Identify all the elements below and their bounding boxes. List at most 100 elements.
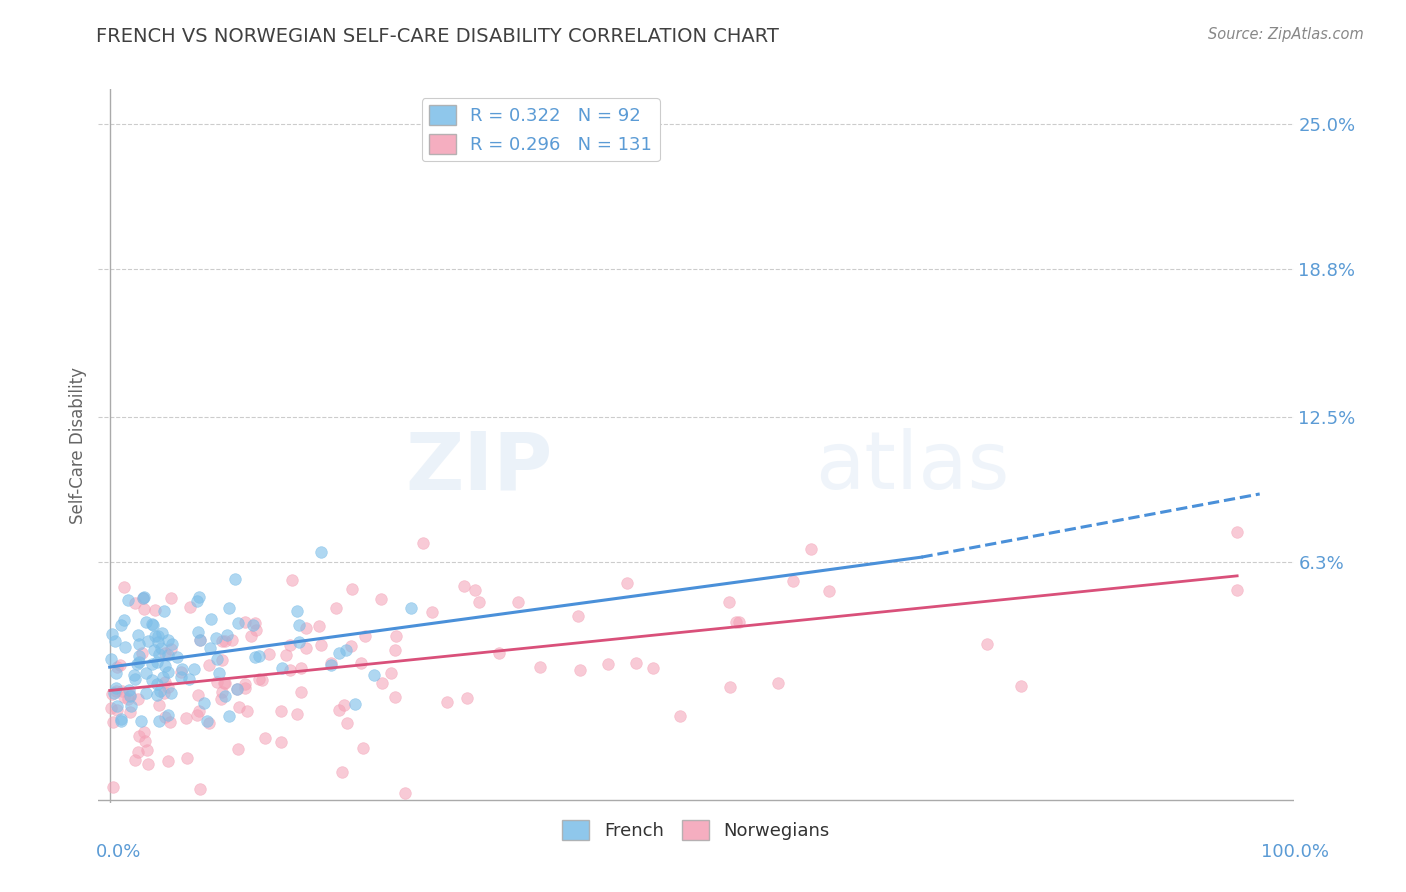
Point <box>1010 679 1032 693</box>
Point <box>394 786 416 800</box>
Point <box>153 604 176 618</box>
Point <box>152 686 174 700</box>
Point <box>108 657 131 672</box>
Point <box>104 681 127 696</box>
Point <box>172 662 194 676</box>
Point <box>117 593 139 607</box>
Point <box>148 714 170 728</box>
Point <box>157 754 180 768</box>
Point <box>100 652 122 666</box>
Point <box>336 715 359 730</box>
Point <box>718 681 741 695</box>
Point <box>308 619 330 633</box>
Point <box>205 674 228 689</box>
Point <box>420 606 443 620</box>
Point <box>141 673 163 688</box>
Point <box>295 641 318 656</box>
Point <box>226 616 249 631</box>
Point <box>436 695 458 709</box>
Point <box>148 647 170 661</box>
Point <box>214 690 236 704</box>
Point <box>818 583 841 598</box>
Point <box>724 615 747 630</box>
Point <box>242 618 264 632</box>
Point <box>288 618 311 632</box>
Point <box>159 686 181 700</box>
Point <box>214 676 236 690</box>
Point <box>188 632 211 647</box>
Point <box>370 591 392 606</box>
Point <box>104 634 127 648</box>
Point <box>117 682 139 697</box>
Point <box>453 579 475 593</box>
Point <box>218 601 240 615</box>
Point <box>110 684 132 698</box>
Point <box>412 535 434 549</box>
Point <box>205 652 228 666</box>
Point <box>124 753 146 767</box>
Point <box>350 657 373 671</box>
Point <box>179 600 201 615</box>
Point <box>224 572 246 586</box>
Point <box>136 634 159 648</box>
Point <box>132 602 155 616</box>
Text: atlas: atlas <box>815 428 1010 507</box>
Point <box>128 656 150 670</box>
Point <box>236 704 259 718</box>
Point <box>208 665 231 680</box>
Point <box>118 705 141 719</box>
Point <box>120 690 142 704</box>
Point <box>112 613 135 627</box>
Point <box>766 676 789 690</box>
Point <box>100 701 122 715</box>
Point <box>132 725 155 739</box>
Point <box>143 603 166 617</box>
Point <box>800 541 823 556</box>
Point <box>1226 524 1249 539</box>
Point <box>103 686 125 700</box>
Point <box>160 591 183 605</box>
Point <box>569 663 592 677</box>
Point <box>288 635 311 649</box>
Point <box>142 617 165 632</box>
Point <box>221 633 243 648</box>
Point <box>529 659 551 673</box>
Point <box>145 688 167 702</box>
Point <box>333 698 356 713</box>
Point <box>245 623 267 637</box>
Point <box>596 657 619 672</box>
Point <box>157 648 180 663</box>
Point <box>363 668 385 682</box>
Point <box>328 703 350 717</box>
Point <box>129 714 152 728</box>
Point <box>166 649 188 664</box>
Point <box>198 640 221 655</box>
Point <box>567 609 589 624</box>
Point <box>399 600 422 615</box>
Point <box>616 575 638 590</box>
Point <box>159 714 181 729</box>
Point <box>149 683 172 698</box>
Point <box>290 685 312 699</box>
Point <box>150 626 173 640</box>
Text: 0.0%: 0.0% <box>96 843 141 861</box>
Point <box>276 648 298 663</box>
Point <box>141 657 163 671</box>
Point <box>110 713 132 727</box>
Point <box>128 730 150 744</box>
Point <box>380 666 402 681</box>
Point <box>186 594 208 608</box>
Point <box>125 657 148 671</box>
Point <box>170 665 193 680</box>
Point <box>110 617 132 632</box>
Point <box>385 629 408 643</box>
Point <box>142 643 165 657</box>
Point <box>157 665 180 680</box>
Point <box>330 764 353 779</box>
Point <box>128 637 150 651</box>
Point <box>384 643 406 657</box>
Point <box>468 595 491 609</box>
Point <box>183 662 205 676</box>
Point <box>285 706 308 721</box>
Point <box>456 690 478 705</box>
